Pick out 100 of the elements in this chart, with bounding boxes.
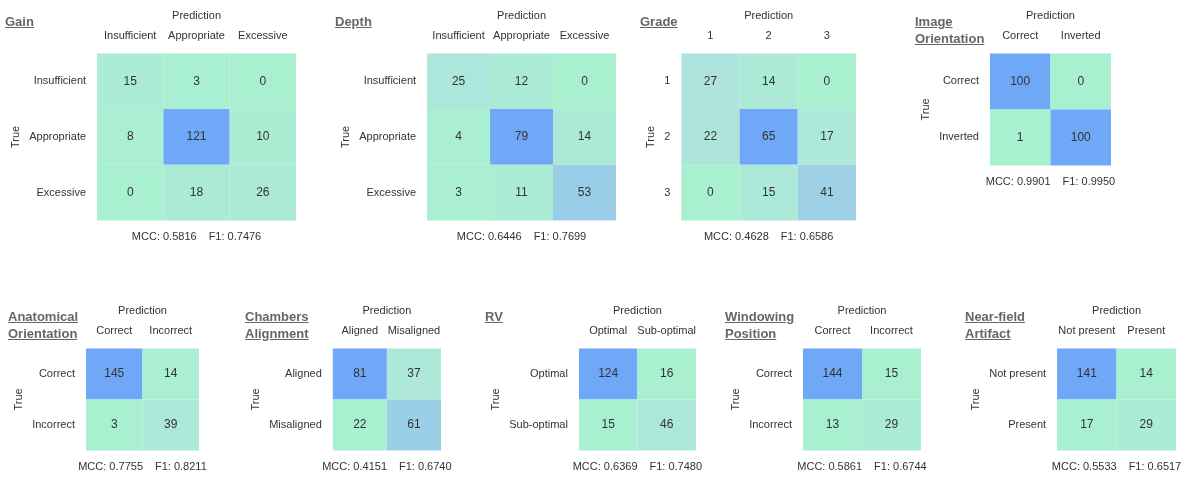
data-label: 53: [577, 184, 592, 199]
data-label: 22: [353, 417, 367, 432]
data-label: 26: [256, 184, 270, 199]
data-label: 144: [822, 366, 843, 381]
text: F1: 0.6586: [780, 230, 834, 243]
text: F1: 0.6740: [399, 460, 452, 473]
data-label: 3: [193, 73, 201, 88]
data-label: 0: [581, 73, 589, 88]
data-label: 15: [884, 366, 899, 381]
x-axis-title: Prediction: [118, 303, 167, 316]
y-axis-title: True: [968, 388, 981, 411]
x-tick-label: Excessive: [238, 28, 288, 41]
data-label: 16: [659, 366, 674, 381]
x-tick-label: Aligned: [341, 323, 379, 336]
data-label: 25: [451, 73, 466, 88]
data-label: 65: [761, 129, 776, 144]
x-tick-label: Appropriate: [168, 28, 225, 41]
data-label: 18: [189, 184, 204, 199]
y-tick-label: Insufficient: [363, 74, 417, 87]
text: F1: 0.6744: [874, 460, 927, 473]
x-tick-label: 1: [707, 28, 714, 41]
y-tick-label: 1: [664, 74, 671, 87]
data-label: 29: [1139, 417, 1154, 432]
text: MCC: 0.6369: [572, 460, 638, 473]
y-axis-title: True: [728, 388, 741, 411]
data-label: 14: [577, 129, 592, 144]
y-tick-label: Insufficient: [33, 74, 87, 87]
chart-title: Image Orientation: [915, 13, 986, 47]
x-tick-label: Correct: [96, 323, 133, 336]
data-label: 0: [1077, 73, 1085, 88]
text: F1: 0.7480: [649, 460, 703, 473]
data-label: 11: [515, 184, 529, 199]
y-tick-label: Excessive: [36, 185, 87, 198]
text: MCC: 0.5816: [131, 230, 197, 243]
text: MCC: 0.5533: [1051, 460, 1117, 473]
x-tick-label: Incorrect: [149, 323, 193, 336]
x-tick-label: Insufficient: [104, 28, 157, 41]
text: MCC: 0.4628: [703, 230, 769, 243]
data-label: 100: [1070, 129, 1092, 144]
x-tick-label: 3: [823, 28, 830, 41]
data-label: 14: [761, 73, 776, 88]
x-axis-title: Prediction: [362, 303, 412, 316]
x-tick-label: Incorrect: [870, 323, 913, 336]
data-label: 79: [514, 129, 529, 144]
data-label: 81: [353, 366, 367, 381]
data-label: 46: [659, 417, 674, 432]
data-label: 22: [703, 129, 718, 144]
y-tick-label: 2: [664, 129, 671, 142]
x-axis-title: Prediction: [1026, 8, 1075, 21]
x-axis-title: Prediction: [837, 303, 887, 316]
y-axis-title: True: [643, 125, 656, 149]
text: F1: 0.7699: [533, 230, 587, 243]
data-label: 4: [455, 129, 463, 144]
data-label: 3: [455, 184, 463, 199]
text: MCC: 0.6446: [456, 230, 522, 243]
text: F1: 0.7476: [208, 230, 262, 243]
data-label: 37: [407, 366, 421, 381]
data-label: 0: [823, 73, 831, 88]
y-tick-label: Incorrect: [32, 417, 75, 430]
x-tick-label: Appropriate: [493, 28, 550, 41]
x-tick-label: Insufficient: [432, 28, 485, 41]
x-axis-title: Prediction: [744, 8, 794, 21]
chart-title: Windowing Position: [725, 308, 796, 342]
chart-title: Chambers Alignment: [245, 308, 310, 342]
data-label: 17: [1080, 417, 1094, 432]
data-label: 29: [884, 417, 899, 432]
y-axis-title: True: [248, 388, 261, 411]
data-label: 14: [164, 366, 178, 381]
data-label: 27: [703, 73, 718, 88]
data-label: 3: [110, 417, 118, 432]
x-tick-label: Present: [1127, 323, 1166, 336]
x-tick-label: Optimal: [589, 323, 628, 336]
x-tick-label: Excessive: [559, 28, 610, 41]
x-axis-title: Prediction: [1092, 303, 1141, 316]
y-tick-label: Excessive: [366, 185, 417, 198]
data-label: 41: [820, 184, 834, 199]
text: MCC: 0.9901: [985, 175, 1051, 188]
x-axis-title: Prediction: [497, 8, 546, 21]
data-label: 8: [126, 129, 134, 144]
chart-title: Near-field Artifact: [965, 308, 1026, 342]
data-label: 61: [407, 417, 421, 432]
data-label: 0: [259, 73, 267, 88]
y-axis-title: True: [918, 98, 931, 121]
chart-title: Anatomical Orientation: [8, 308, 80, 342]
chart-title: Gain: [5, 13, 35, 30]
x-axis-title: Prediction: [172, 8, 221, 21]
data-label: 15: [123, 73, 138, 88]
data-label: 15: [761, 184, 776, 199]
x-tick-label: Correct: [814, 323, 851, 336]
data-label: 13: [825, 417, 840, 432]
data-label: 141: [1076, 366, 1098, 381]
y-axis-title: True: [11, 388, 24, 411]
data-label: 121: [186, 129, 207, 144]
text: F1: 0.6517: [1128, 460, 1182, 473]
x-tick-label: Inverted: [1060, 28, 1101, 41]
data-label: 0: [707, 184, 715, 199]
text: MCC: 0.5861: [797, 460, 863, 473]
data-label: 145: [104, 366, 125, 381]
y-axis-title: True: [338, 125, 351, 149]
x-tick-label: Misaligned: [387, 323, 441, 336]
